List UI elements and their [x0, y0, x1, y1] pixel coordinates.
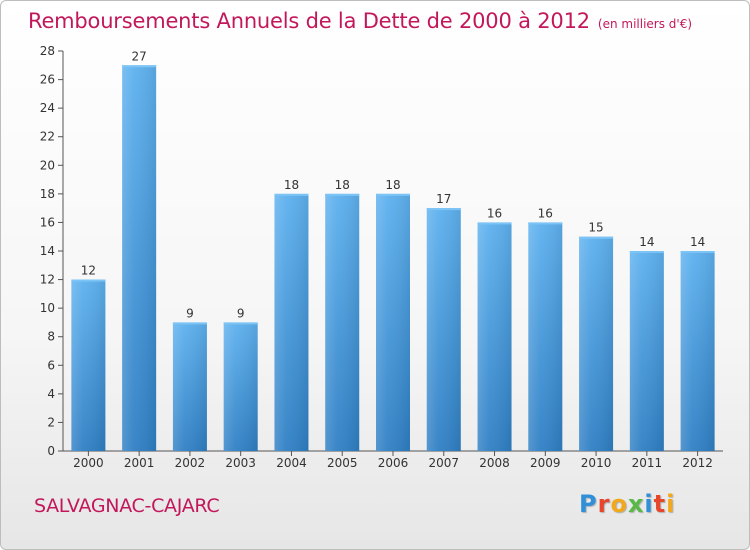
x-tick-label: 2007 [428, 456, 459, 470]
value-label: 16 [538, 206, 553, 220]
x-tick-label: 2011 [632, 456, 663, 470]
logo-letter: o [610, 490, 628, 518]
city-name: SALVAGNAC-CAJARC [34, 495, 220, 517]
bar-top-edge [426, 208, 461, 211]
bar-top-edge [122, 65, 157, 68]
x-tick-label: 2004 [276, 456, 307, 470]
y-tick-label: 18 [40, 187, 55, 201]
y-tick-label: 20 [40, 158, 55, 172]
y-tick-label: 14 [40, 244, 55, 258]
value-label: 17 [436, 192, 451, 206]
proxiti-logo: Proxiti [579, 490, 675, 518]
value-label: 18 [385, 178, 400, 192]
value-label: 15 [588, 221, 603, 235]
bar-top-edge [579, 236, 614, 239]
bar-shine [223, 322, 258, 451]
y-tick-label: 4 [47, 387, 55, 401]
bars [71, 65, 715, 452]
logo-letter: r [597, 490, 611, 518]
x-tick-label: 2005 [327, 456, 358, 470]
chart-title: Remboursements Annuels de la Dette de 20… [28, 9, 590, 33]
x-tick-label: 2003 [225, 456, 256, 470]
bar-shine [680, 251, 715, 451]
bar-top-edge [528, 222, 563, 225]
bar-top-edge [477, 222, 512, 225]
value-label: 27 [132, 49, 147, 63]
y-tick-label: 0 [47, 444, 55, 458]
value-label: 18 [284, 178, 299, 192]
logo-letter: P [579, 490, 598, 518]
x-tick-label: 2006 [378, 456, 409, 470]
bar-top-edge [71, 279, 106, 282]
bar-top-edge [223, 322, 258, 325]
y-tick-label: 8 [47, 330, 55, 344]
bar-top-edge [172, 322, 207, 325]
value-label: 9 [186, 306, 194, 320]
value-label: 14 [639, 235, 654, 249]
bar-shine [122, 65, 157, 452]
y-tick-label: 16 [40, 215, 55, 229]
value-labels: 12 27 9 9 18 18 18 17 16 16 15 14 14 [81, 49, 706, 320]
value-label: 14 [690, 235, 705, 249]
x-tick-label: 2002 [175, 456, 206, 470]
bar-shine [579, 236, 614, 451]
y-tick-label: 22 [40, 130, 55, 144]
x-tick-label: 2000 [73, 456, 104, 470]
logo-letter: i [666, 490, 676, 518]
bar-shine [528, 222, 563, 451]
x-tick-label: 2001 [124, 456, 155, 470]
x-tick-label: 2012 [682, 456, 713, 470]
bar-shine [426, 208, 461, 451]
y-tick-label: 24 [40, 101, 55, 115]
bar-top-edge [680, 251, 715, 253]
x-tick-label: 2010 [581, 456, 612, 470]
y-tick-label: 2 [47, 415, 55, 429]
y-tick-label: 26 [40, 73, 55, 87]
bar-shine [629, 251, 664, 451]
bar-shine [172, 322, 207, 451]
bar-top-edge [629, 251, 664, 253]
y-tick-label: 12 [40, 273, 55, 287]
x-tick-label: 2009 [530, 456, 561, 470]
bar-shine [477, 222, 512, 451]
chart-subtitle: (en milliers d'€) [597, 17, 693, 31]
value-label: 16 [487, 206, 502, 220]
logo-letter: x [627, 490, 645, 518]
bar-shine [274, 193, 309, 451]
value-label: 12 [81, 264, 96, 278]
bar-shine [376, 193, 410, 451]
bar-top-edge [325, 193, 360, 196]
y-tick-label: 28 [40, 44, 55, 58]
y-tick-label: 10 [40, 301, 55, 315]
value-label: 18 [335, 178, 350, 192]
value-label: 9 [237, 306, 245, 320]
chart-title-area: Remboursements Annuels de la Dette de 20… [28, 9, 692, 33]
y-tick-label: 6 [47, 358, 55, 372]
logo-letter: t [653, 490, 667, 518]
bar-shine [325, 193, 360, 451]
bar-shine [71, 279, 106, 451]
bar-top-edge [274, 193, 309, 196]
logo-letter: i [644, 490, 654, 518]
bar-top-edge [376, 193, 410, 196]
x-tick-label: 2008 [479, 456, 510, 470]
